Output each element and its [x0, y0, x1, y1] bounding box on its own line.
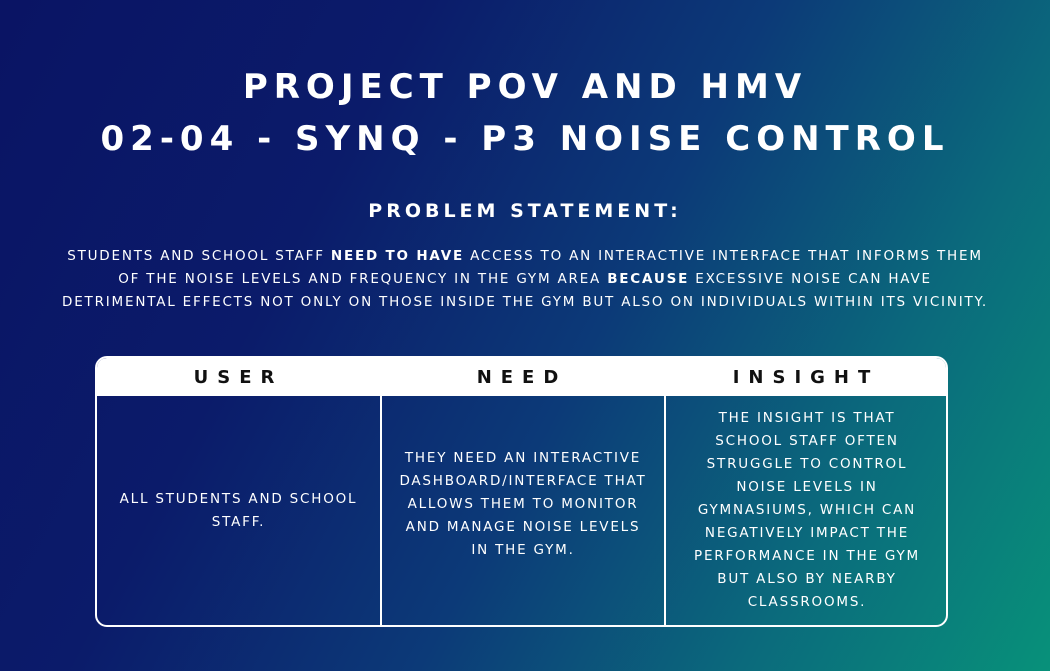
- statement-emphasis-because: because: [607, 271, 690, 287]
- title-line-1: PROJECT POV AND HMV: [242, 67, 808, 107]
- table-header-row: USER NEED INSIGHT: [97, 358, 946, 396]
- insight-cell-text: The insight is that school staff often s…: [694, 410, 920, 610]
- problem-statement-heading: PROBLEM STATEMENT:: [368, 200, 682, 222]
- statement-part-1: Students and school staff: [67, 248, 331, 264]
- user-cell: All students and school staff.: [97, 396, 380, 625]
- need-cell-text: They need an interactive dashboard/inter…: [399, 450, 647, 558]
- header-user: USER: [193, 367, 284, 388]
- statement-emphasis-need: need to have: [330, 248, 465, 264]
- header-need: NEED: [476, 367, 568, 388]
- pov-table: USER NEED INSIGHT All students and schoo…: [95, 356, 948, 627]
- need-cell: They need an interactive dashboard/inter…: [380, 396, 664, 625]
- user-cell-text: All students and school staff.: [119, 490, 358, 530]
- statement-part-2: access to an interactive interface that …: [118, 248, 983, 287]
- problem-statement-text: Students and school staff need to have a…: [60, 245, 990, 314]
- insight-cell: The insight is that school staff often s…: [664, 396, 946, 625]
- title-line-2: 02-04 - SYNQ - P3 NOISE CONTROL: [100, 119, 950, 159]
- header-insight: INSIGHT: [732, 367, 880, 388]
- statement-part-3: excessive noise can have detrimental eff…: [62, 271, 988, 310]
